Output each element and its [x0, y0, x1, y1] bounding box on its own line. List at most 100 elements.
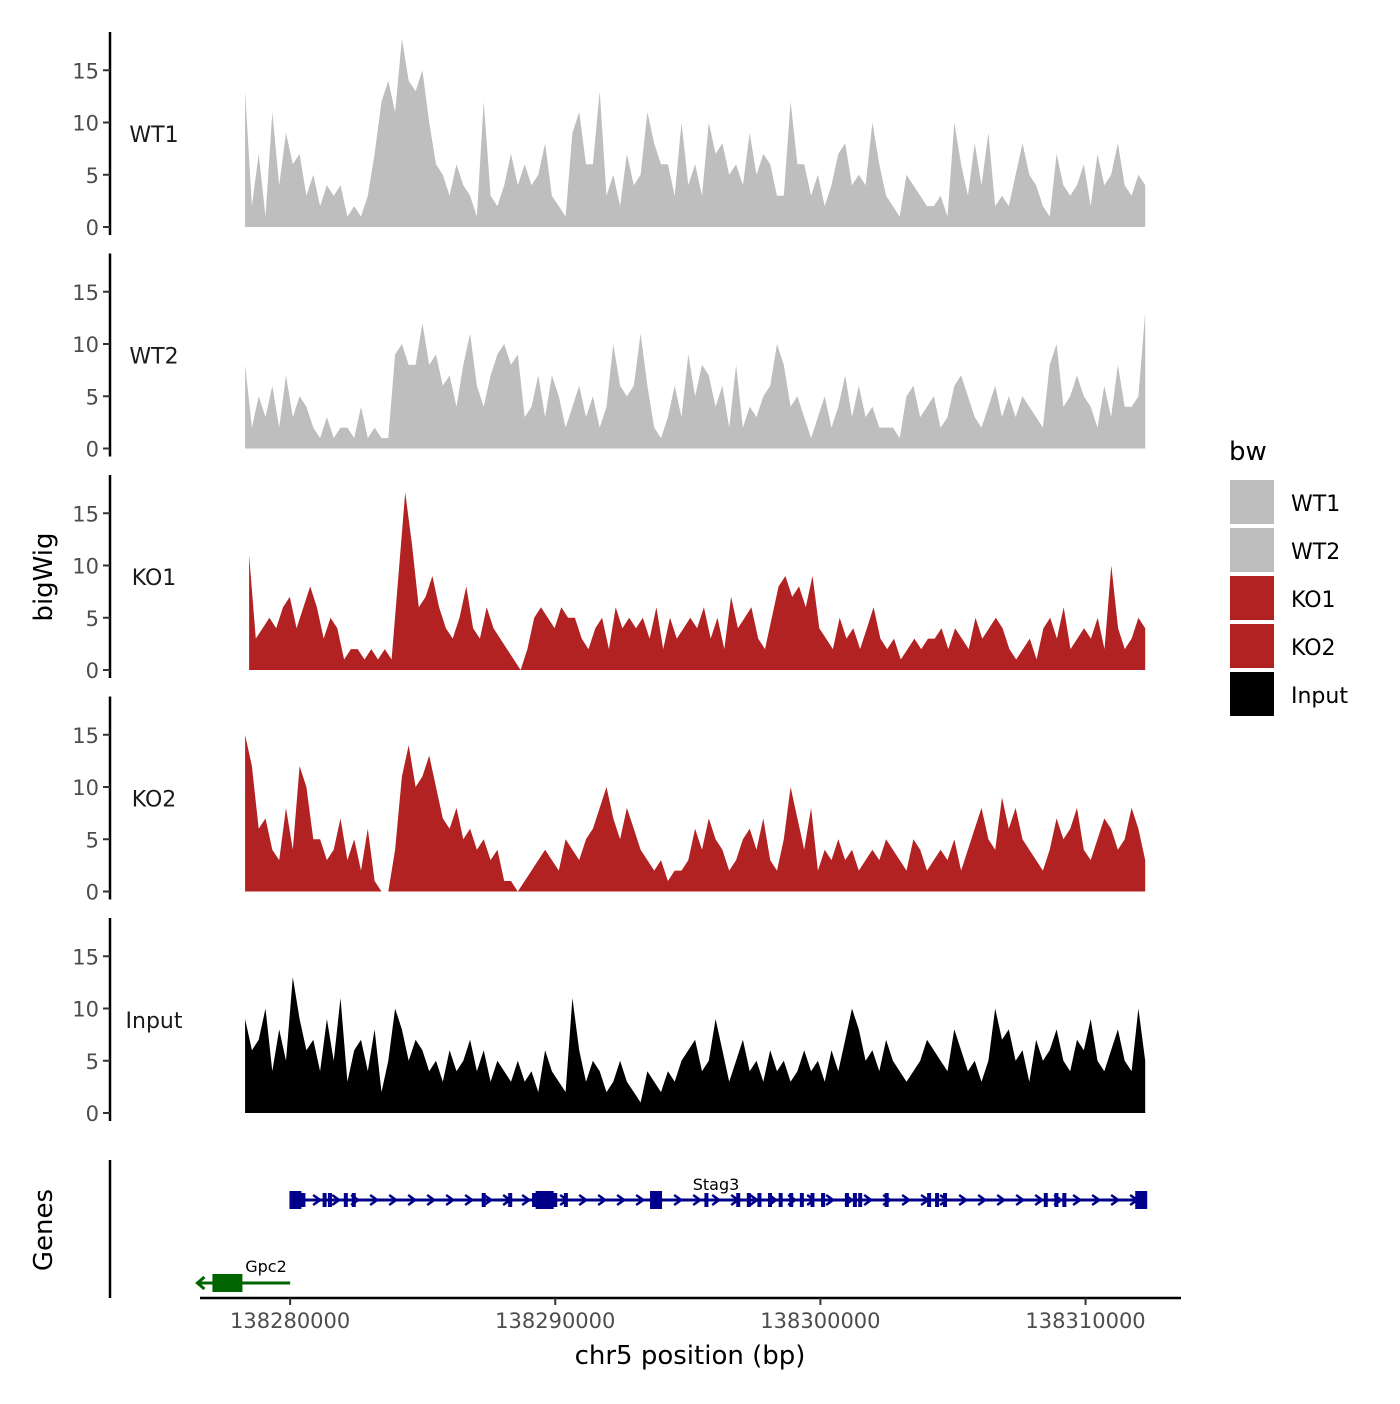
y-tick-label: 0 — [86, 438, 99, 462]
y-tick-label: 0 — [86, 881, 99, 905]
gene-exon — [650, 1191, 663, 1209]
track-wt2: 0 5 10 15 WT2 — [72, 253, 1146, 462]
legend-label: KO2 — [1291, 636, 1336, 661]
legend-swatch — [1230, 576, 1274, 620]
gene-label-stag3: Stag3 — [693, 1175, 740, 1194]
strand-arrow — [711, 1193, 722, 1207]
track-label-ko2: KO2 — [132, 788, 177, 813]
x-tick-label: 138280000 — [230, 1309, 350, 1333]
gene-exon — [935, 1193, 940, 1207]
gene-exon — [327, 1193, 332, 1207]
gene-exon — [1054, 1193, 1059, 1207]
strand-arrow — [597, 1193, 608, 1207]
y-tick-label: 5 — [86, 1050, 99, 1074]
y-tick-label: 10 — [72, 776, 99, 800]
y-tick-label: 10 — [72, 998, 99, 1022]
y-tick-label: 15 — [72, 945, 99, 969]
strand-arrow — [1015, 1193, 1026, 1207]
legend-entry-wt1: WT1 — [1230, 480, 1340, 524]
genes-layer: Stag3 Gpc2 — [108, 1160, 1148, 1298]
track-input: 0 5 10 15 Input — [72, 918, 1146, 1126]
y-tick-label: 5 — [86, 828, 99, 852]
gene-exon — [1135, 1191, 1148, 1209]
y-tick-label: 15 — [72, 59, 99, 83]
track-area-wt1 — [245, 38, 1146, 228]
y-tick-label: 10 — [72, 333, 99, 357]
strand-arrow — [673, 1193, 684, 1207]
track-wt1: 0 5 10 15 WT1 — [72, 32, 1146, 240]
x-axis-title: chr5 position (bp) — [575, 1341, 806, 1371]
legend-swatch — [1230, 480, 1274, 524]
gene-label-gpc2: Gpc2 — [245, 1257, 287, 1276]
strand-arrow — [369, 1193, 380, 1207]
y-tick-label: 0 — [86, 216, 99, 240]
y-axis-title: bigWig — [29, 532, 59, 621]
y-tick-label: 15 — [72, 724, 99, 748]
genes-axis-title: Genes — [29, 1189, 59, 1271]
strand-arrow — [1072, 1193, 1083, 1207]
strand-arrow — [749, 1193, 760, 1207]
strand-arrow — [1091, 1193, 1102, 1207]
legend-swatch — [1230, 528, 1274, 572]
gene-exon — [322, 1193, 327, 1207]
gene-exon — [778, 1193, 783, 1207]
gene-exon — [821, 1193, 826, 1207]
gene-exon — [799, 1193, 804, 1207]
x-tick-label: 138300000 — [760, 1309, 880, 1333]
strand-arrow — [521, 1193, 532, 1207]
gene-exon — [297, 1193, 302, 1207]
y-tick-label: 5 — [86, 607, 99, 631]
strand-arrow — [312, 1193, 323, 1207]
strand-arrow — [692, 1193, 703, 1207]
track-label-wt2: WT2 — [129, 345, 178, 370]
legend-label: WT2 — [1291, 540, 1340, 565]
strand-arrow — [958, 1193, 969, 1207]
track-label-ko1: KO1 — [132, 566, 177, 591]
gene-exon — [563, 1193, 568, 1207]
strand-arrow — [996, 1193, 1007, 1207]
legend-label: KO1 — [1291, 588, 1336, 613]
x-tick-label: 138290000 — [495, 1309, 615, 1333]
strand-arrow — [483, 1193, 494, 1207]
track-area-ko1 — [249, 492, 1146, 670]
gene-exon — [736, 1193, 741, 1207]
legend-swatch — [1230, 672, 1274, 716]
legend-label: WT1 — [1291, 492, 1340, 517]
gene-exon — [553, 1193, 558, 1207]
strand-arrow — [407, 1193, 418, 1207]
gene-exon — [1043, 1193, 1048, 1207]
gene-exon — [351, 1193, 356, 1207]
gene-exon — [343, 1193, 348, 1207]
track-label-input: Input — [126, 1009, 183, 1034]
strand-arrow — [939, 1193, 950, 1207]
strand-arrow — [464, 1193, 475, 1207]
track-ko1: 0 5 10 15 KO1 — [72, 475, 1146, 683]
strand-arrow — [977, 1193, 988, 1207]
y-tick-label: 10 — [72, 112, 99, 136]
track-area-input — [245, 977, 1146, 1113]
track-ko2: 0 5 10 15 KO2 — [72, 696, 1146, 905]
gene-exon — [943, 1193, 948, 1207]
strand-arrow — [388, 1193, 399, 1207]
gene-exon — [212, 1274, 243, 1292]
legend-title: bw — [1229, 437, 1267, 467]
y-tick-label: 10 — [72, 555, 99, 579]
strand-arrow — [1034, 1193, 1045, 1207]
y-tick-label: 5 — [86, 385, 99, 409]
gene-exon — [481, 1193, 486, 1207]
strand-arrow — [331, 1193, 342, 1207]
track-label-wt1: WT1 — [129, 123, 178, 148]
gene-exon — [532, 1193, 537, 1207]
gene-stag3: Stag3 — [289, 1175, 1148, 1209]
y-tick-label: 0 — [86, 659, 99, 683]
strand-arrow — [1110, 1193, 1121, 1207]
tracks-layer: 0 5 10 15 WT1 0 5 10 15 WT2 0 5 10 15 KO1 0 5 10 15 KO2 0 5 10… — [72, 32, 1146, 1126]
strand-arrow — [863, 1193, 874, 1207]
strand-arrow — [616, 1193, 627, 1207]
gene-exon — [768, 1193, 773, 1207]
gene-exon — [746, 1193, 751, 1207]
x-axis: 138280000 138290000 138300000 138310000 — [200, 1296, 1181, 1333]
strand-arrow — [578, 1193, 589, 1207]
y-tick-label: 0 — [86, 1102, 99, 1126]
